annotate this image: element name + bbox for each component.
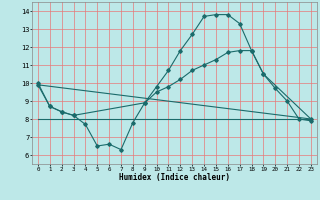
X-axis label: Humidex (Indice chaleur): Humidex (Indice chaleur) bbox=[119, 173, 230, 182]
